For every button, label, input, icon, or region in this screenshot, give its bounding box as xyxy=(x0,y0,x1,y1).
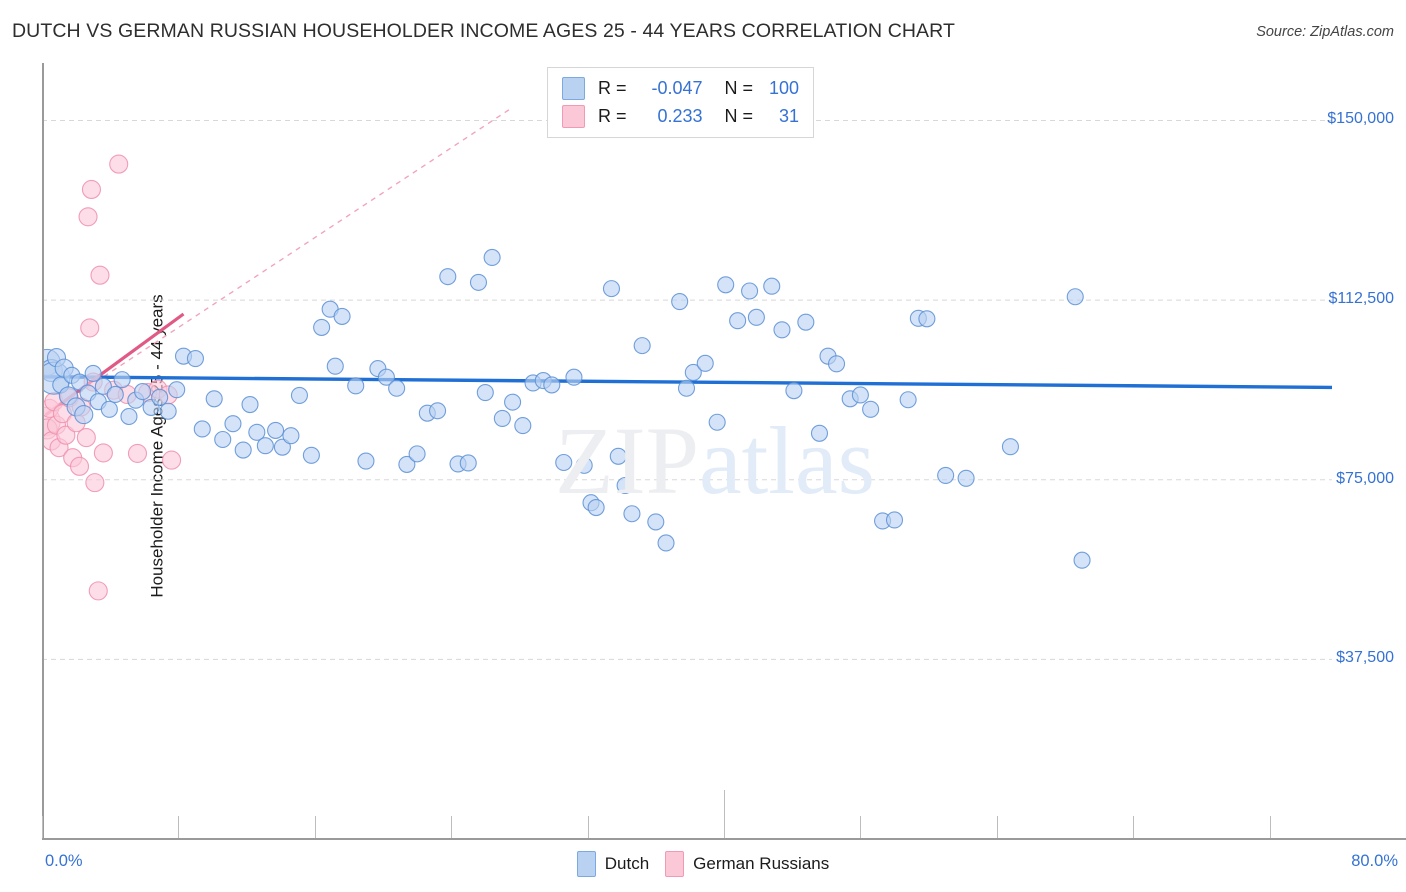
x-axis-tick xyxy=(587,816,589,838)
x-axis-tick xyxy=(451,816,453,838)
x-axis-tick xyxy=(860,816,862,838)
x-axis-tick xyxy=(996,816,998,838)
page-title: DUTCH VS GERMAN RUSSIAN HOUSEHOLDER INCO… xyxy=(12,20,956,42)
x-axis-tick xyxy=(1133,816,1135,838)
x-axis-tick xyxy=(1269,816,1271,838)
y-axis-tick-label: $150,000 xyxy=(1327,110,1394,128)
plot-svg xyxy=(42,107,1332,660)
correlation-stats-legend: R = -0.047 N = 100 R = 0.233 N = 31 xyxy=(547,67,815,138)
series-legend: Dutch German Russians xyxy=(0,851,1406,877)
german-russians-legend-swatch-icon xyxy=(665,851,685,877)
dutch-swatch-icon xyxy=(562,76,585,100)
dutch-r-value: -0.047 xyxy=(651,77,703,98)
x-axis-tick xyxy=(178,816,180,838)
gridlines xyxy=(42,119,1332,660)
dutch-n-value: 100 xyxy=(768,77,800,98)
y-axis-tick-label: $75,000 xyxy=(1336,469,1394,487)
x-axis-tick xyxy=(314,816,316,838)
x-axis-line xyxy=(42,838,1406,840)
x-axis-min-label: 0.0% xyxy=(45,852,83,870)
dutch-legend-label: Dutch xyxy=(604,854,650,873)
german-russians-n-label: N = xyxy=(724,105,754,126)
scatter-plot-area xyxy=(42,63,1332,839)
x-axis-tick xyxy=(42,816,43,838)
y-axis-line xyxy=(42,63,44,839)
german-russians-swatch-icon xyxy=(562,104,585,128)
stats-row-dutch: R = -0.047 N = 100 xyxy=(562,74,799,102)
german-russians-r-label: R = xyxy=(598,105,627,126)
legend-item-dutch[interactable]: Dutch xyxy=(576,851,650,877)
german-russians-r-value: 0.233 xyxy=(657,105,703,126)
legend-item-german-russians[interactable]: German Russians xyxy=(665,851,829,877)
x-axis-tick xyxy=(724,790,725,838)
dutch-legend-swatch-icon xyxy=(576,851,596,877)
dutch-n-label: N = xyxy=(724,77,754,98)
x-axis-max-label: 80.0% xyxy=(1351,852,1398,870)
german-russians-legend-label: German Russians xyxy=(693,854,830,873)
dutch-r-label: R = xyxy=(598,77,627,98)
german-russians-n-value: 31 xyxy=(779,105,800,126)
y-axis-tick-label: $37,500 xyxy=(1336,649,1394,667)
dutch-points xyxy=(42,248,1091,569)
y-axis-tick-label: $112,500 xyxy=(1328,290,1394,308)
stats-row-german-russians: R = 0.233 N = 31 xyxy=(562,102,799,130)
source-attribution: Source: ZipAtlas.com xyxy=(1256,24,1394,40)
